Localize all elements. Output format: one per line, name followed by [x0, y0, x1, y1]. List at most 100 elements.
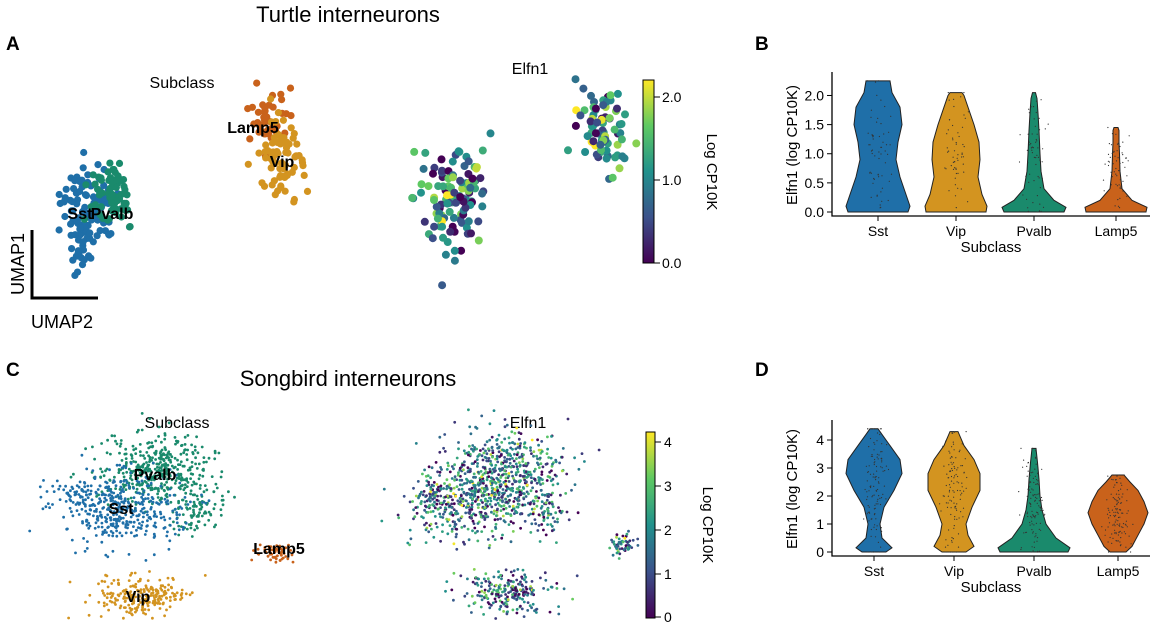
violin-point	[1112, 524, 1114, 526]
violin-point	[1119, 541, 1121, 543]
umap-point-pvalb	[151, 456, 154, 460]
violin-point	[1038, 177, 1040, 179]
violin-point	[1037, 473, 1039, 475]
umap-point-sst	[84, 498, 87, 502]
umap-point-pvalb	[125, 461, 128, 464]
umap-point	[484, 514, 488, 518]
umap-point-sst	[82, 191, 91, 200]
umap-point-sst	[55, 190, 63, 199]
umap-point-sst	[124, 531, 128, 535]
umap-point-pvalb	[87, 203, 95, 211]
violin-point	[880, 191, 882, 193]
umap-point-sst	[71, 271, 79, 279]
violin-point	[1035, 138, 1037, 141]
umap-point-sst	[45, 490, 49, 493]
violin-point	[871, 149, 874, 151]
violin-point	[948, 489, 951, 491]
umap-point	[545, 452, 549, 455]
umap-point-pvalb	[127, 481, 131, 485]
violin-point	[1035, 163, 1037, 166]
violin-point	[1108, 161, 1110, 163]
umap-point-sst	[93, 504, 97, 507]
violin-point	[949, 470, 952, 472]
violin-point	[963, 551, 965, 553]
umap-point	[505, 423, 509, 427]
umap-point-sst	[39, 495, 43, 499]
umap-point	[428, 495, 432, 498]
violin-point	[948, 450, 950, 452]
umap-point	[495, 476, 499, 480]
umap-point	[490, 505, 494, 509]
violin-point	[1118, 184, 1120, 186]
umap-point-vip	[190, 591, 194, 595]
y-tick-label: 1	[816, 516, 824, 532]
umap-point-pvalb	[198, 508, 202, 511]
umap-point	[500, 536, 504, 540]
umap-point	[548, 501, 551, 505]
violin-point	[1115, 183, 1117, 185]
umap-point	[608, 546, 612, 550]
colorbar-tick: 3	[664, 478, 672, 494]
umap-point	[587, 91, 595, 100]
umap-point	[509, 465, 513, 469]
violin-point	[890, 173, 893, 175]
umap-point-pvalb	[189, 472, 193, 476]
umap-point	[467, 453, 470, 457]
umap-point	[481, 501, 484, 504]
umap-point	[524, 575, 528, 579]
umap-point	[467, 511, 470, 514]
violin-point	[944, 546, 947, 548]
umap-point-vip	[158, 578, 162, 582]
umap-point-pvalb	[172, 520, 175, 524]
violin-point	[1122, 190, 1124, 192]
umap-point-pvalb	[183, 486, 187, 490]
umap-point	[484, 503, 488, 507]
umap-point	[548, 610, 552, 614]
violin-point	[1022, 194, 1024, 196]
cluster-label-sst: Sst	[68, 206, 94, 223]
violin-point	[1117, 516, 1120, 519]
violin-point	[876, 428, 879, 430]
umap-point	[473, 601, 477, 605]
umap-point	[501, 448, 504, 452]
umap-point	[426, 511, 430, 514]
umap-point	[522, 492, 526, 495]
umap-point-sst	[51, 503, 54, 506]
umap-point	[485, 487, 489, 491]
umap-point-sst	[153, 510, 156, 514]
violin-point	[956, 157, 958, 159]
umap-point-pvalb	[181, 513, 185, 516]
umap-point	[531, 602, 535, 606]
umap-point-sst	[101, 533, 104, 536]
umap-point	[463, 594, 467, 598]
violin-point	[940, 510, 942, 512]
umap-point	[442, 446, 445, 450]
umap-point-pvalb	[105, 451, 109, 455]
violin-point	[958, 135, 960, 138]
umap-point-sst	[151, 500, 155, 504]
violin-point	[1035, 111, 1037, 114]
violin-pvalb	[1001, 92, 1067, 213]
umap-point-sst	[96, 488, 100, 491]
umap-point-sst	[114, 495, 118, 499]
umap-point-pvalb	[166, 472, 170, 476]
umap-point-sst	[134, 500, 138, 504]
umap-point-sst	[85, 467, 89, 471]
violin-point	[1031, 529, 1033, 531]
umap-point-sst	[69, 499, 73, 503]
umap-point-pvalb	[173, 436, 177, 439]
umap-point	[459, 494, 463, 498]
umap-point-vip	[151, 616, 154, 620]
umap-point	[626, 548, 630, 551]
umap-point-sst	[143, 533, 147, 536]
umap-point-pvalb	[105, 215, 114, 223]
violin-point	[871, 134, 873, 136]
umap-point	[465, 481, 469, 485]
umap-point	[498, 467, 501, 471]
umap-point-pvalb	[99, 214, 107, 222]
umap-point-pvalb	[203, 523, 207, 527]
umap-point-lamp5	[253, 79, 261, 87]
violin-point	[1107, 126, 1109, 129]
violin-point	[885, 498, 887, 500]
